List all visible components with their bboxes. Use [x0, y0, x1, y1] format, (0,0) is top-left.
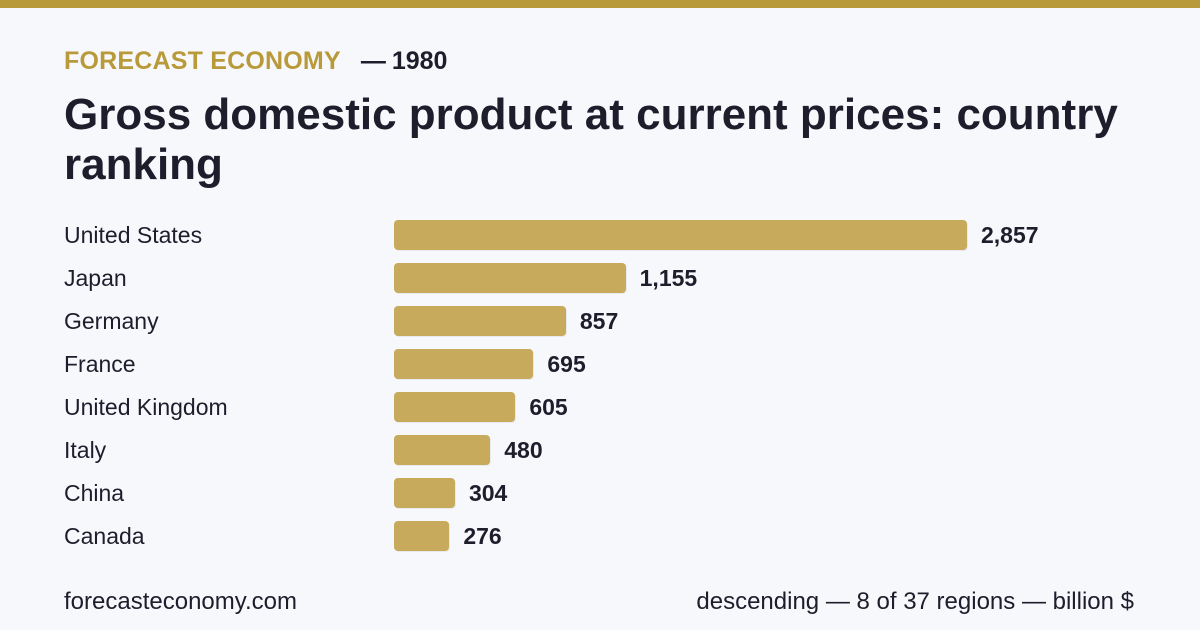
- chart-row: Germany 857: [0, 304, 1200, 338]
- bar[interactable]: [394, 349, 534, 379]
- chart-row: United States 2,857: [0, 218, 1200, 252]
- value-label: 276: [463, 523, 502, 549]
- value-label: 480: [504, 437, 543, 463]
- bar[interactable]: [394, 392, 516, 422]
- chart-row: Canada 276: [0, 519, 1200, 553]
- value-label: 2,857: [981, 222, 1039, 248]
- chart-title: Gross domestic product at current prices…: [64, 90, 1118, 189]
- value-label: 1,155: [639, 265, 698, 291]
- bar[interactable]: [394, 521, 450, 551]
- footer-note: descending — 8 of 37 regions — billion $: [696, 588, 1134, 615]
- category-label: Canada: [64, 523, 145, 549]
- chart-row: Japan 1,155: [0, 261, 1200, 295]
- category-label: Italy: [64, 437, 107, 463]
- bar[interactable]: [394, 306, 566, 336]
- category-label: Germany: [64, 308, 159, 334]
- eyebrow: FORECAST ECONOMY — 1980: [64, 46, 447, 76]
- value-label: 304: [468, 480, 508, 506]
- value-label: 857: [579, 308, 619, 334]
- category-label: Japan: [64, 265, 127, 291]
- eyebrow-dash: —: [360, 46, 386, 75]
- value-label: 605: [529, 394, 568, 420]
- chart-row: Italy 480: [0, 433, 1200, 467]
- chart-row: France 695: [0, 347, 1200, 381]
- year-label: 1980: [391, 46, 448, 75]
- value-label: 695: [547, 351, 586, 377]
- bar[interactable]: [394, 263, 626, 293]
- bar[interactable]: [394, 478, 455, 508]
- category-label: United Kingdom: [64, 394, 228, 420]
- category-label: United States: [64, 222, 203, 248]
- brand-name[interactable]: FORECAST ECONOMY: [64, 46, 341, 75]
- bar[interactable]: [394, 220, 967, 250]
- bar[interactable]: [394, 435, 491, 465]
- top-accent-band: [0, 0, 1200, 8]
- chart-row: China 304: [0, 476, 1200, 510]
- site-link[interactable]: forecasteconomy.com: [64, 588, 297, 615]
- category-label: France: [64, 351, 136, 377]
- category-label: China: [64, 480, 125, 506]
- chart-row: United Kingdom 605: [0, 390, 1200, 424]
